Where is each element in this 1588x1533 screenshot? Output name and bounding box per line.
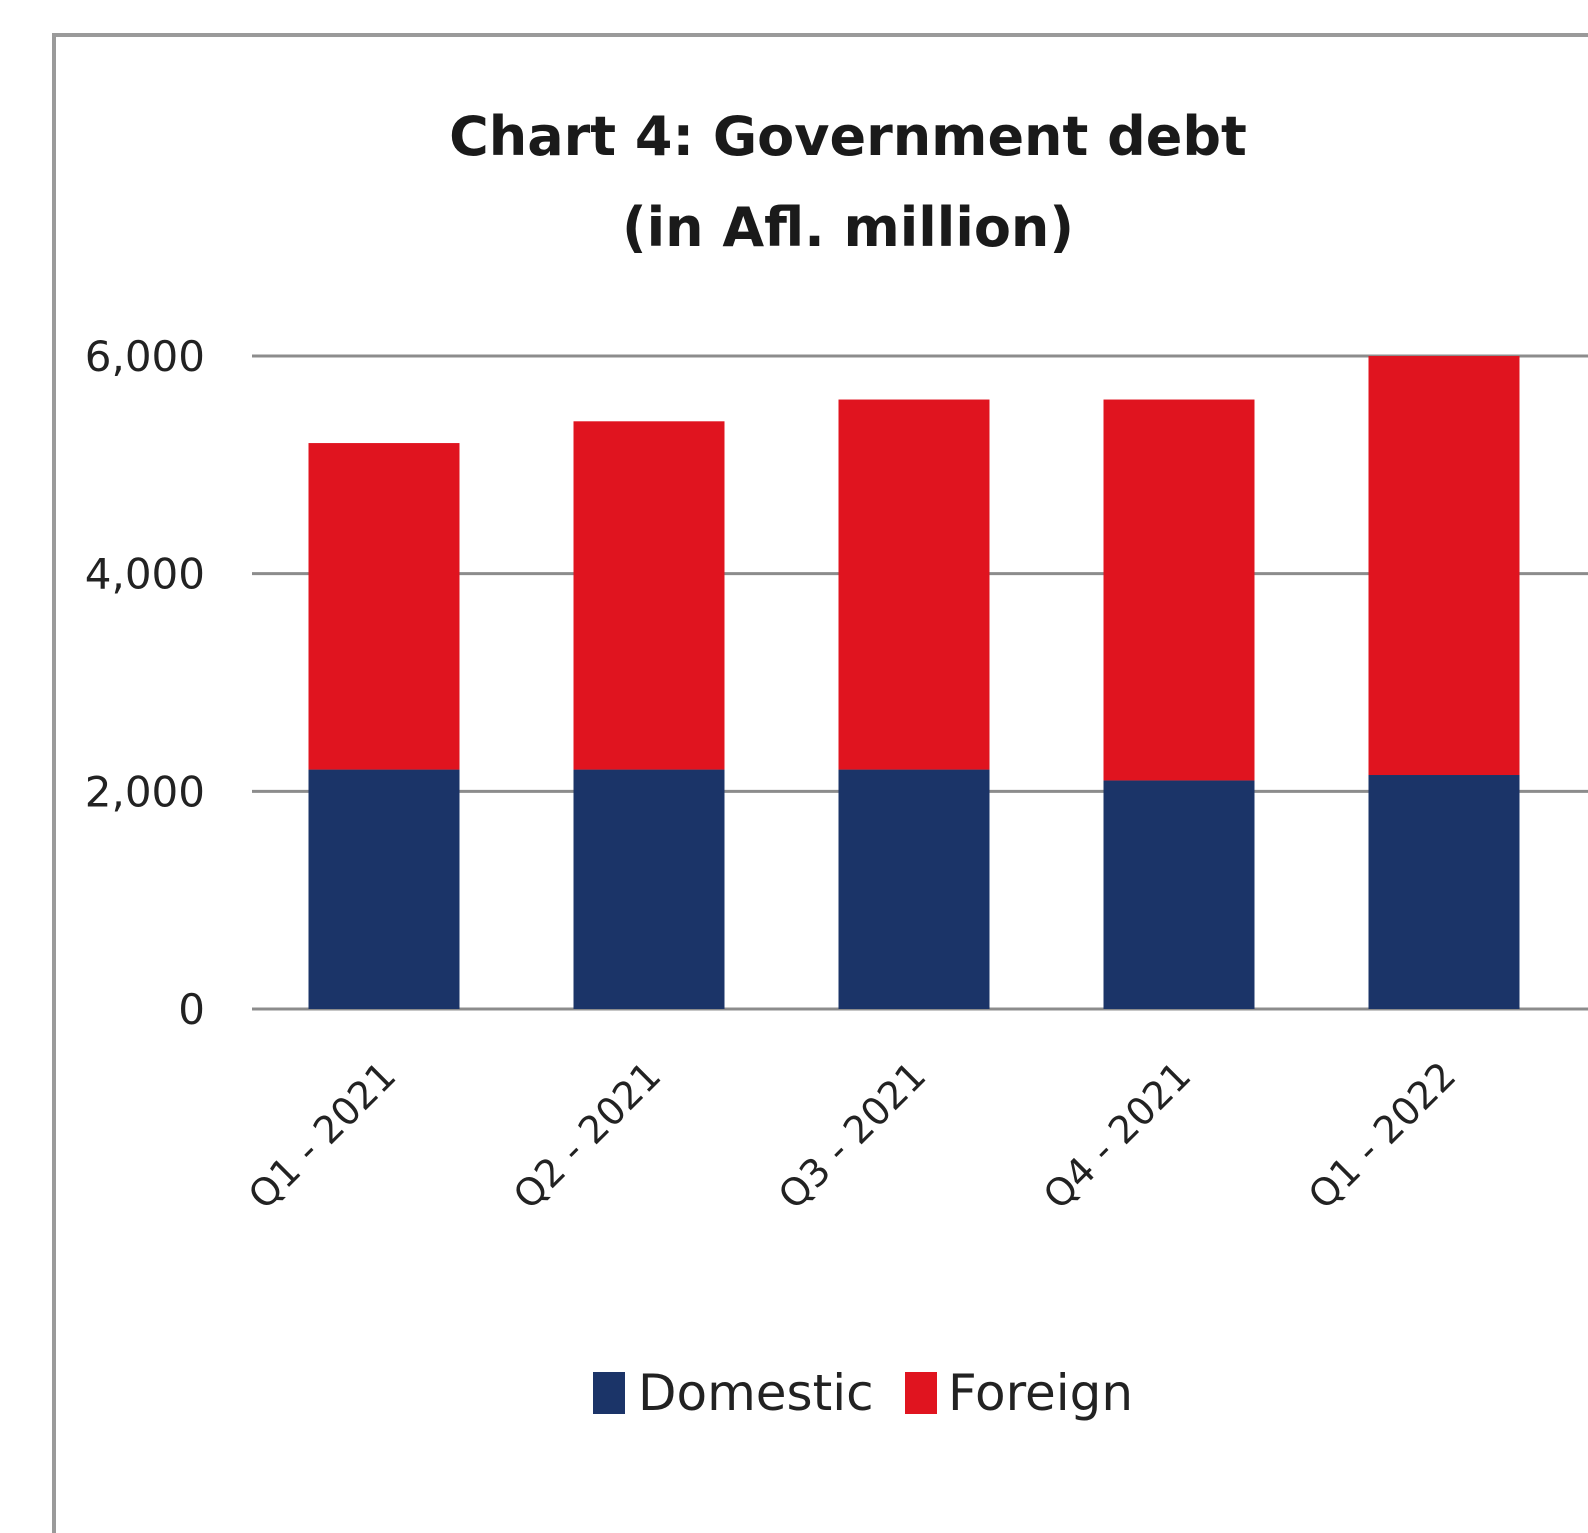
bar-domestic <box>308 769 460 1009</box>
x-tick-label: Q1 - 2022 <box>1300 1053 1465 1218</box>
y-tick-label: 6,000 <box>85 332 205 381</box>
bars <box>308 356 1520 1009</box>
bar-domestic <box>1103 780 1255 1009</box>
bar-foreign <box>838 399 990 770</box>
legend-swatch-foreign <box>905 1372 937 1414</box>
bar-foreign <box>1103 399 1255 781</box>
x-tick-label: Q1 - 2021 <box>240 1053 405 1218</box>
chart-subtitle: (in Afl. million) <box>622 196 1074 259</box>
x-tick-label: Q3 - 2021 <box>770 1053 935 1218</box>
bar-foreign <box>573 421 725 770</box>
x-tick-label: Q2 - 2021 <box>505 1053 670 1218</box>
bar-domestic <box>573 769 725 1009</box>
bar-domestic <box>838 769 990 1009</box>
legend-label-foreign: Foreign <box>948 1364 1133 1422</box>
chart-frame <box>52 33 1588 1533</box>
y-tick-label: 2,000 <box>85 767 205 816</box>
legend-swatch-domestic <box>593 1372 625 1414</box>
x-axis-tick-labels: Q1 - 2021 Q2 - 2021 Q3 - 2021 Q4 - 2021 Q1 -… <box>240 1053 1465 1218</box>
bar-domestic <box>1368 775 1520 1009</box>
x-tick-label: Q4 - 2021 <box>1035 1053 1200 1218</box>
legend: Domestic Foreign <box>593 1364 1133 1422</box>
y-axis-tick-labels: 0 2,000 4,000 6,000 <box>85 332 205 1034</box>
bar-foreign <box>308 443 460 770</box>
legend-label-domestic: Domestic <box>638 1364 874 1422</box>
y-tick-label: 4,000 <box>85 550 205 599</box>
bar-foreign <box>1368 356 1520 776</box>
y-tick-label: 0 <box>178 985 205 1034</box>
chart-title: Chart 4: Government debt <box>449 105 1247 168</box>
